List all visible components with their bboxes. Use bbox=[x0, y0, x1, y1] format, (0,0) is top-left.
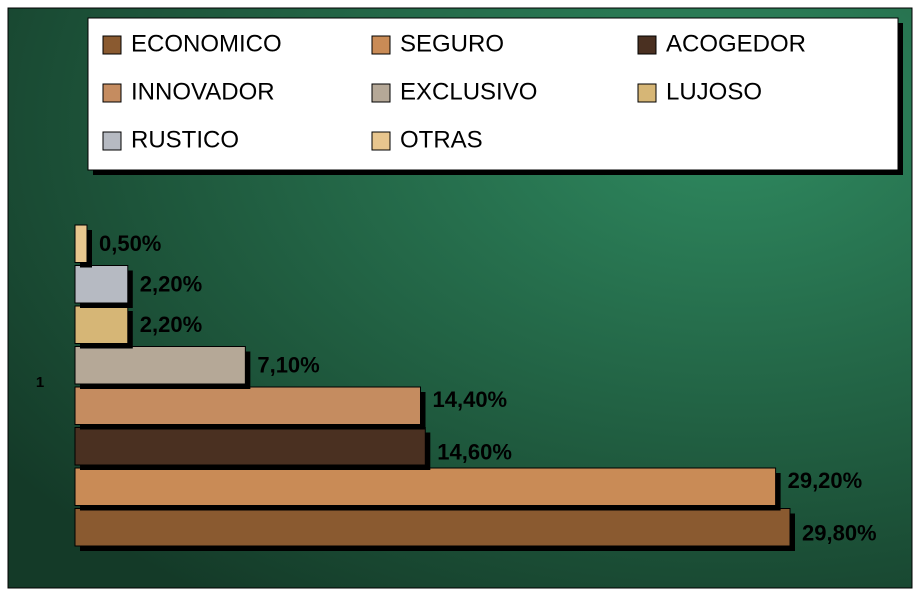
legend-label: ECONOMICO bbox=[131, 30, 282, 57]
data-label: 7,10% bbox=[257, 353, 319, 378]
legend-swatch bbox=[637, 83, 657, 103]
legend-box bbox=[87, 17, 899, 171]
legend-label: INNOVADOR bbox=[131, 78, 275, 105]
legend-label: SEGURO bbox=[400, 30, 504, 57]
legend-label: LUJOSO bbox=[666, 78, 762, 105]
bar bbox=[74, 265, 129, 304]
bar bbox=[74, 305, 129, 344]
bar bbox=[74, 508, 791, 547]
bar bbox=[74, 346, 246, 385]
data-label: 0,50% bbox=[99, 231, 161, 256]
bar bbox=[74, 224, 88, 263]
data-label: 29,80% bbox=[802, 521, 877, 546]
data-label: 14,40% bbox=[433, 387, 508, 412]
data-label: 14,60% bbox=[437, 440, 512, 465]
legend-swatch bbox=[637, 35, 657, 55]
legend-swatch bbox=[371, 35, 391, 55]
legend-label: EXCLUSIVO bbox=[400, 78, 537, 105]
bar bbox=[74, 427, 426, 466]
legend-swatch bbox=[371, 131, 391, 151]
legend-label: ACOGEDOR bbox=[666, 30, 806, 57]
legend-swatch bbox=[102, 131, 122, 151]
bar bbox=[74, 386, 422, 425]
data-label: 2,20% bbox=[140, 272, 202, 297]
legend-swatch bbox=[102, 83, 122, 103]
legend-swatch bbox=[371, 83, 391, 103]
bar bbox=[74, 467, 777, 506]
legend-label: OTRAS bbox=[400, 126, 483, 153]
legend-label: RUSTICO bbox=[131, 126, 239, 153]
y-tick-label: 1 bbox=[36, 374, 44, 391]
data-label: 29,20% bbox=[788, 468, 863, 493]
legend-swatch bbox=[102, 35, 122, 55]
data-label: 2,20% bbox=[140, 312, 202, 337]
